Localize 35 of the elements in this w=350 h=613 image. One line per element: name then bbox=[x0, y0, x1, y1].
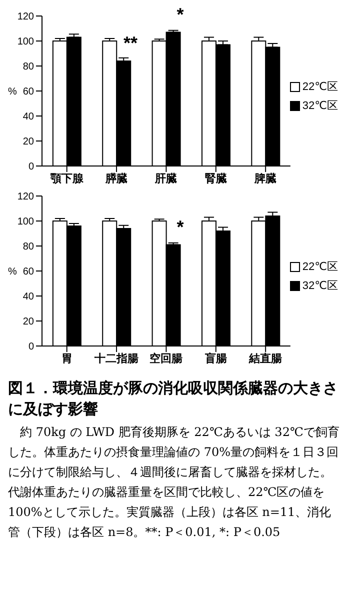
y-tick-label: 60 bbox=[22, 266, 34, 278]
x-tick-label: 空回腸 bbox=[150, 352, 183, 365]
y-tick-label: 100 bbox=[17, 216, 34, 228]
y-tick-label: 20 bbox=[22, 136, 34, 148]
y-tick-label: 120 bbox=[17, 192, 34, 203]
y-tick-label: 60 bbox=[22, 86, 34, 98]
legend-label: 22℃区 bbox=[302, 260, 338, 274]
text: 約 70kg の LWD 肥育後期豚を 22℃あるいは 32℃で飼育した。体重あたりの摂食量理論値の 70%量の飼料を１日３回に分けて制限給与し、４週間後に屠畜して臓器を採材した。代謝体重あたりの臓器重量を区間で比較し、22℃区の値を 100%として示した。実質臓器（上段）は各区 n=11、消化管（下段）は各区 n=8。**: P＜0.01, *: P＜0.05 bbox=[8, 424, 340, 541]
y-tick-label: 120 bbox=[17, 12, 34, 23]
y-tick-label: 0 bbox=[28, 162, 34, 173]
y-axis-title: % bbox=[8, 266, 17, 278]
x-tick-label: 結直腸 bbox=[248, 352, 282, 365]
y-tick-label: 20 bbox=[22, 316, 34, 328]
x-tick-label: 肝臓 bbox=[154, 172, 178, 185]
annotation: * bbox=[176, 4, 184, 24]
legend-label: 32℃区 bbox=[302, 279, 338, 293]
x-tick-label: 胃 bbox=[61, 352, 72, 365]
x-tick-label: 膵臓 bbox=[104, 172, 128, 185]
y-tick-label: 100 bbox=[17, 36, 34, 48]
y-tick-label: 40 bbox=[22, 112, 34, 123]
y-axis-title: % bbox=[8, 86, 17, 98]
x-tick-label: 脾臓 bbox=[254, 172, 277, 185]
y-tick-label: 40 bbox=[22, 292, 34, 303]
legend-label: 32℃区 bbox=[302, 99, 338, 113]
annotation: ** bbox=[124, 33, 138, 53]
y-tick-label: 80 bbox=[22, 242, 34, 253]
x-tick-label: 盲腸 bbox=[204, 352, 227, 365]
text: 図１．環境温度が豚の消化吸収関係臓器の大きさに及ぼす影響 bbox=[8, 378, 339, 420]
x-tick-label: 十二指腸 bbox=[94, 352, 139, 365]
annotation: * bbox=[176, 216, 184, 237]
y-tick-label: 0 bbox=[28, 342, 34, 353]
y-tick-label: 80 bbox=[22, 62, 34, 73]
x-tick-label: 腎臓 bbox=[204, 172, 227, 185]
x-tick-label: 顎下腺 bbox=[49, 172, 84, 185]
legend-label: 22℃区 bbox=[302, 80, 338, 94]
